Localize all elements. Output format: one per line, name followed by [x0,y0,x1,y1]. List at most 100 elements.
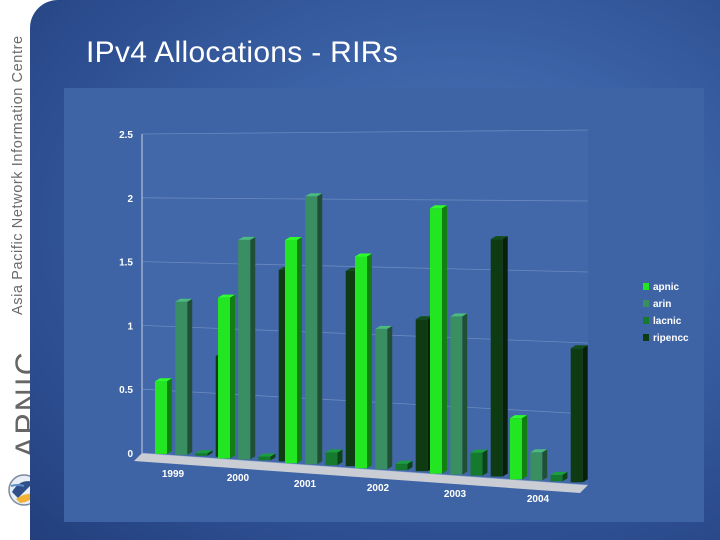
bar-apnic-2000 [218,294,235,459]
bar-arin-1999 [175,298,193,455]
bar-lacnic-2003 [470,449,488,476]
chart-legend: apnic arin lacnic ripencc [643,282,689,344]
bar-top [218,294,235,298]
chart-bars [155,193,588,483]
x-tick-label: 1999 [162,469,185,480]
y-tick-label: 1 [127,321,133,332]
legend-swatch-ripencc [643,334,649,341]
legend-label-lacnic: lacnic [653,316,682,327]
y-tick-label: 2 [127,194,133,205]
bar-arin-2003 [450,313,468,475]
x-tick-label: 2004 [527,494,550,505]
bar-side [167,378,172,454]
bar-top [430,205,447,209]
bar-top [395,460,413,464]
bar-side [522,415,527,480]
chart-floor [134,453,588,493]
bar-front [325,452,338,466]
bar-lacnic-2002 [395,460,413,471]
bar-top [195,450,213,454]
bar-side [317,193,323,465]
legend-label-ripencc: ripencc [653,333,689,344]
bar-lacnic-1999 [195,450,213,456]
bar-front [345,270,358,467]
bar-top [325,449,343,453]
x-tick-label: 2000 [227,473,250,484]
bar-front [450,316,463,475]
y-tick-label: 2.5 [119,130,133,141]
bar-front [305,196,318,465]
bar-top [490,236,508,240]
bar-arin-2001 [305,193,323,465]
bar-top [305,193,323,197]
bar-apnic-2003 [430,205,447,474]
bar-arin-2002 [375,325,393,470]
bar-side [582,345,588,483]
bar-top [375,325,393,329]
bar-front [375,328,388,470]
bar-side [442,205,447,474]
x-axis-ticks: 1999 2000 2001 2002 2003 2004 [162,469,550,505]
bar-top [258,453,276,457]
org-name-vertical: Asia Pacific Network Information Centre [10,35,26,315]
gridline [141,452,589,486]
bar-arin-2004 [530,449,548,481]
bar-lacnic-2004 [550,471,568,482]
bar-side [207,450,213,456]
bar-side [270,453,276,461]
bar-front [258,456,271,461]
bar-front [355,256,367,469]
bar-side [542,449,548,481]
bar-top [550,471,568,475]
bar-front [470,452,483,476]
bar-side [250,236,256,460]
bar-front [175,301,188,455]
bar-side [462,313,468,475]
gridline [141,129,589,135]
bar-top [530,449,548,453]
legend-label-arin: arin [653,299,671,310]
bar-side [562,471,568,482]
bar-top [238,236,256,240]
bar-side [387,325,393,470]
bar-front [195,453,208,456]
bar-front [570,348,583,483]
bar-front [395,463,408,471]
bar-apnic-2004 [510,415,527,480]
legend-swatch-arin [643,300,649,307]
bar-side [407,460,413,471]
slide-title: IPv4 Allocations - RIRs [86,36,399,69]
bar-side [297,236,302,464]
bar-top [175,298,193,302]
bar-front [430,208,442,474]
bar-arin-2000 [238,236,256,460]
bar-top [450,313,468,317]
bar-top [155,378,172,382]
bar-top [510,415,527,419]
bar-side [187,298,193,455]
org-name-text: Asia Pacific Network Information Centre [10,35,26,315]
bar-lacnic-2001 [325,449,343,466]
legend-label-apnic: apnic [653,282,680,293]
bar-front [490,239,503,477]
bar-side [337,449,343,466]
bar-apnic-2002 [355,253,372,469]
x-tick-label: 2002 [367,483,390,494]
bar-front [530,452,543,481]
gridline [141,197,589,202]
x-tick-label: 2003 [444,489,467,500]
bar-side [502,236,508,477]
bar-apnic-2001 [285,236,302,464]
bar-apnic-1999 [155,378,172,454]
bar-side [230,294,235,459]
bar-top [570,345,588,349]
legend-swatch-apnic [643,283,649,290]
bar-top [355,253,372,257]
bar-ripencc-2004 [570,345,588,483]
bar-front [218,297,230,459]
bar-front [510,418,522,480]
bar-front [155,381,167,454]
bar-side [482,449,488,476]
bar-ripencc-2003 [490,236,508,477]
